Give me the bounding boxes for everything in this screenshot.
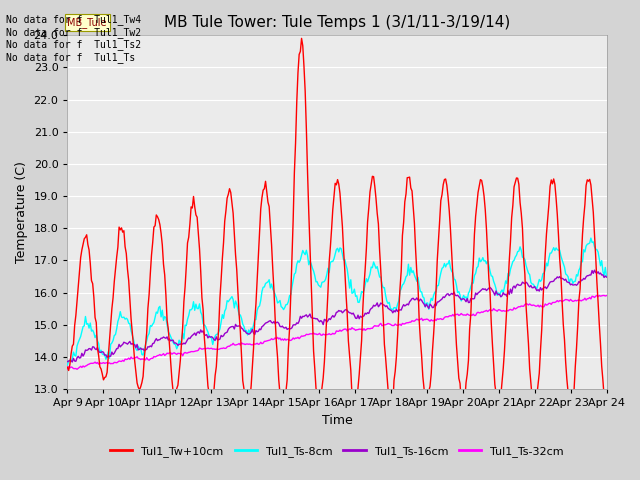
X-axis label: Time: Time (322, 414, 353, 427)
Text: MB_Tule: MB_Tule (67, 17, 107, 28)
Y-axis label: Temperature (C): Temperature (C) (15, 161, 28, 263)
Title: MB Tule Tower: Tule Temps 1 (3/1/11-3/19/14): MB Tule Tower: Tule Temps 1 (3/1/11-3/19… (164, 15, 510, 30)
Text: No data for f  Tul1_Tw4
No data for f  Tul1_Tw2
No data for f  Tul1_Ts2
No data : No data for f Tul1_Tw4 No data for f Tul… (6, 14, 141, 63)
Legend: Tul1_Tw+10cm, Tul1_Ts-8cm, Tul1_Ts-16cm, Tul1_Ts-32cm: Tul1_Tw+10cm, Tul1_Ts-8cm, Tul1_Ts-16cm,… (106, 442, 568, 461)
